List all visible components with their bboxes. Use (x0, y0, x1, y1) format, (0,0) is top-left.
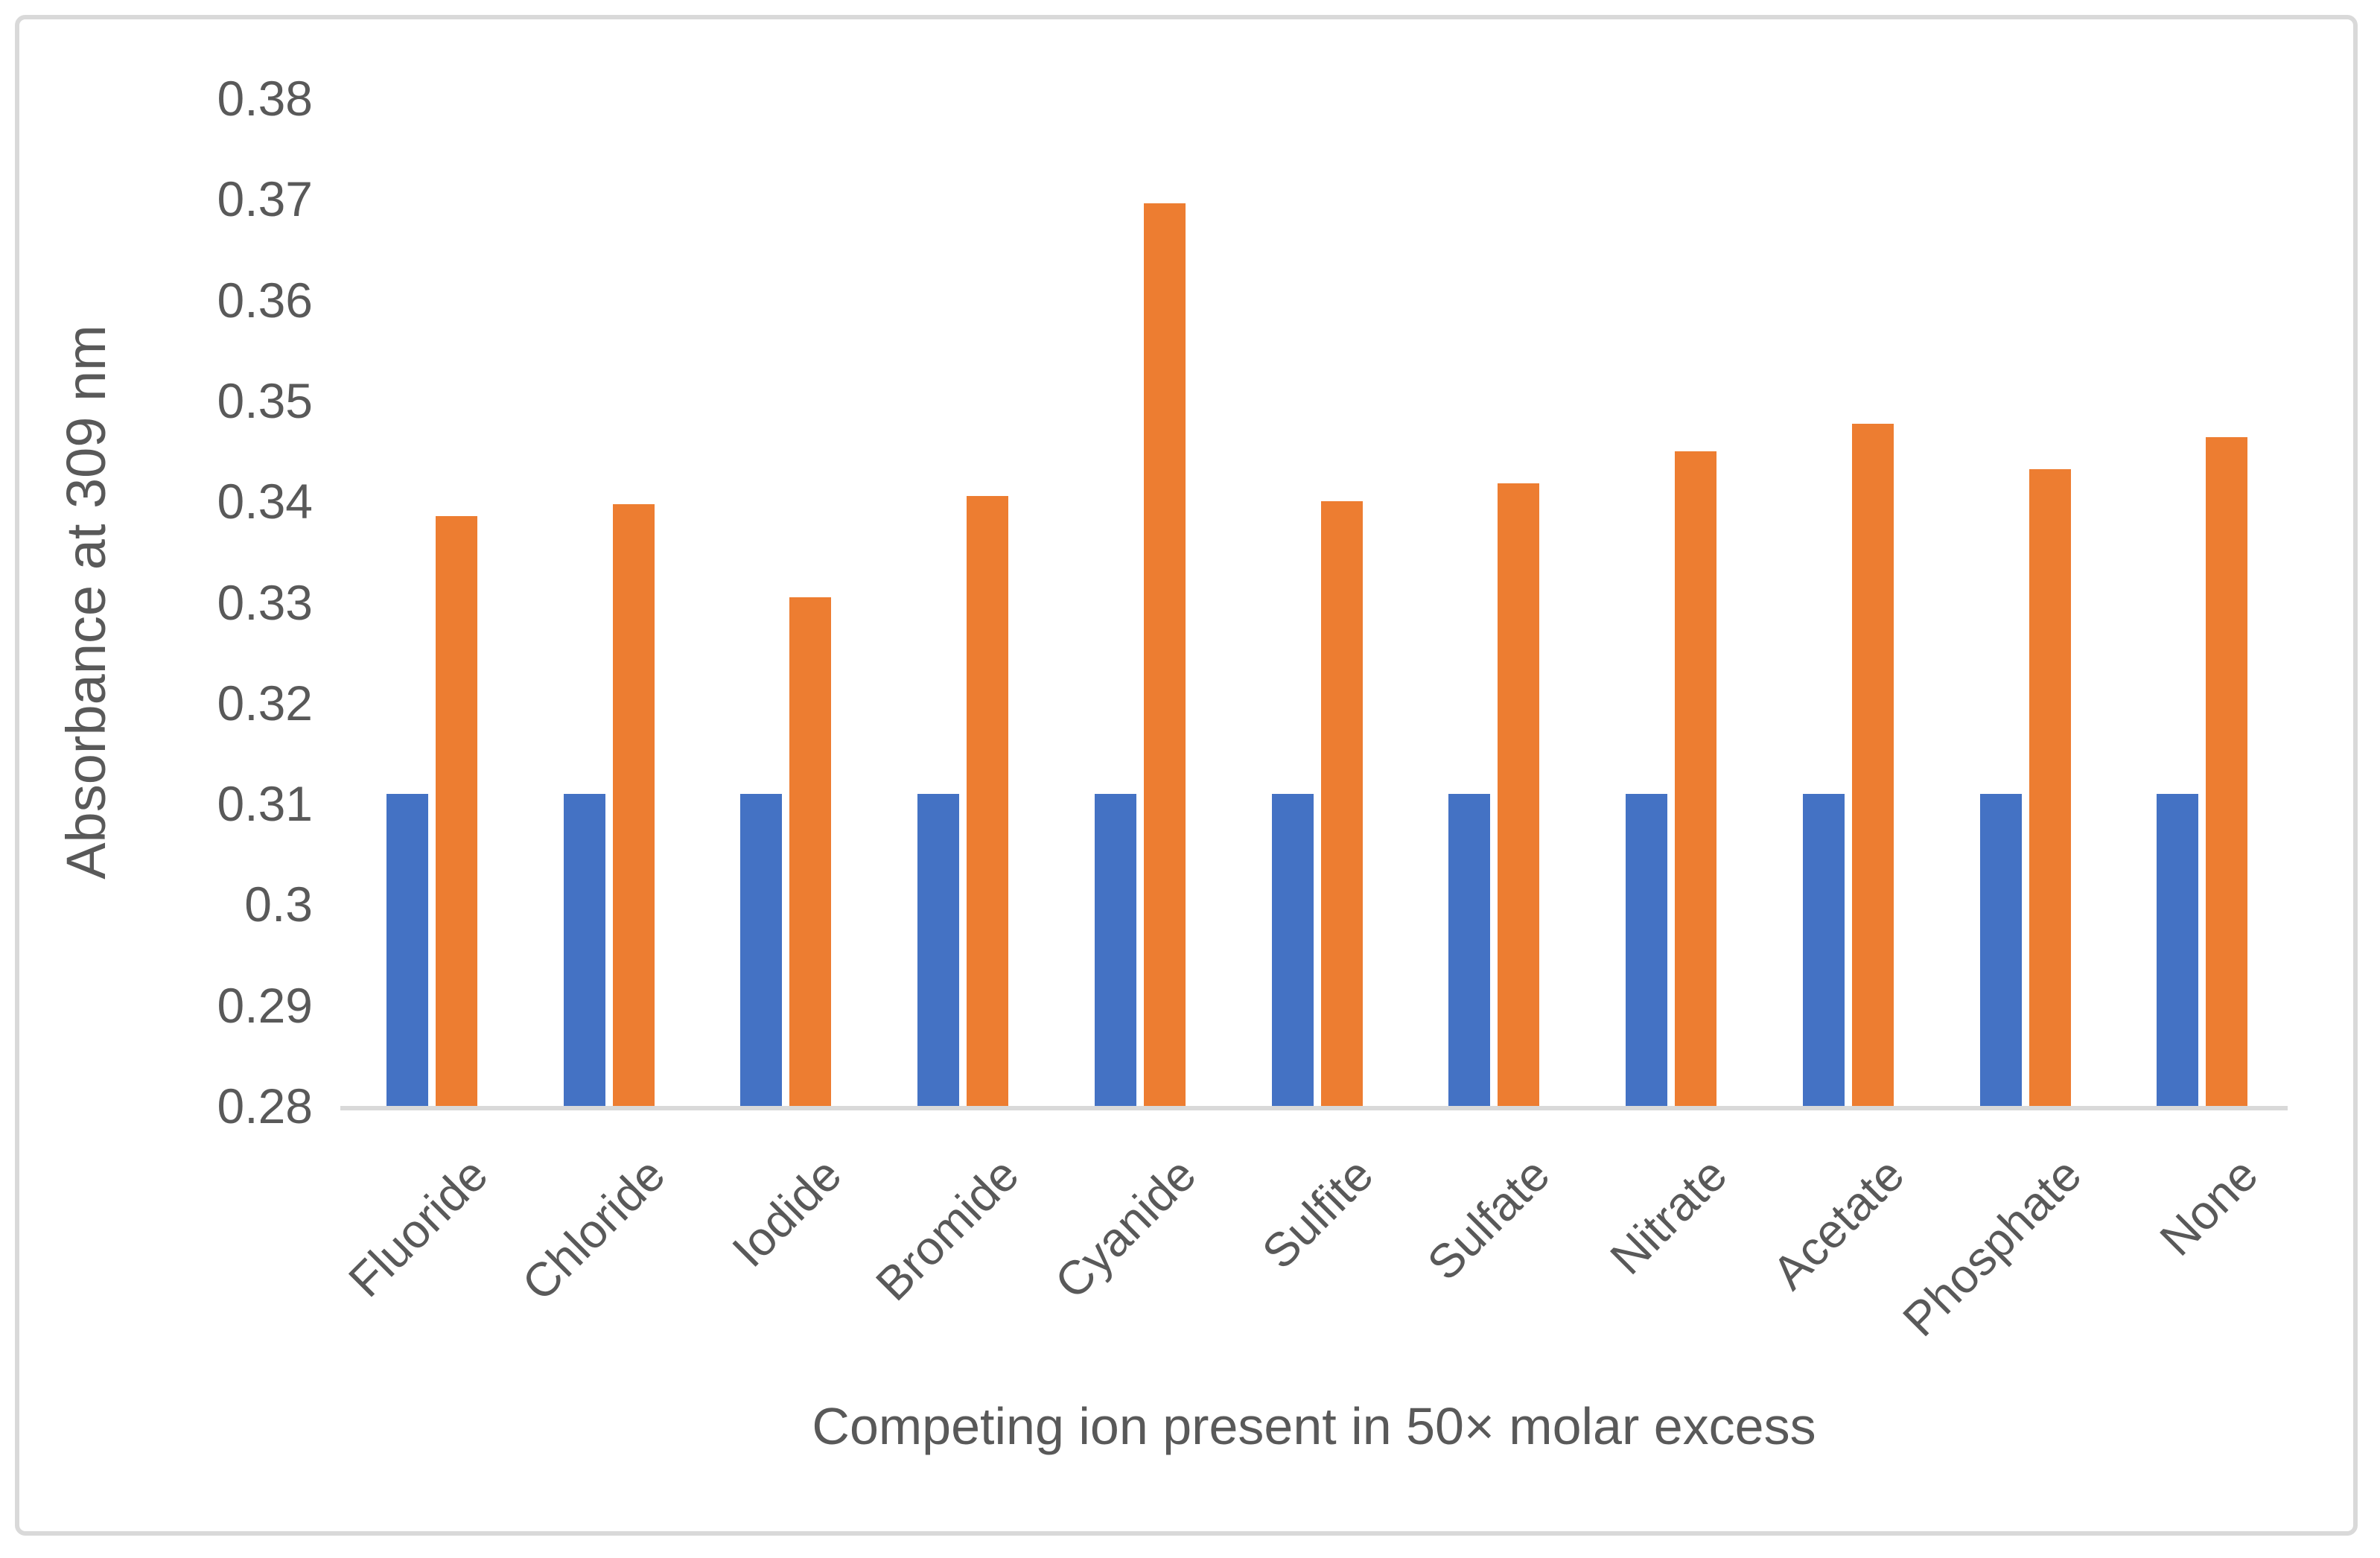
chart-frame (15, 15, 2358, 1536)
bar-orange-iodide (789, 597, 832, 1106)
x-axis-title: Competing ion present in 50× molar exces… (812, 1397, 1816, 1455)
y-tick-label: 0.34 (217, 474, 313, 530)
y-tick-label: 0.3 (244, 877, 313, 932)
bar-orange-acetate (1851, 424, 1894, 1106)
bar-orange-fluoride (436, 516, 477, 1106)
bar-orange-cyanide (1143, 203, 1186, 1106)
bar-blue-iodide (740, 793, 783, 1106)
y-tick-label: 0.29 (217, 977, 313, 1033)
y-tick-label: 0.31 (217, 776, 313, 832)
y-tick-label: 0.37 (217, 171, 313, 227)
y-tick-label: 0.33 (217, 574, 313, 630)
x-axis-line (340, 1106, 2288, 1110)
bar-blue-sulfite (1271, 793, 1314, 1106)
y-tick-label: 0.32 (217, 675, 313, 731)
bar-orange-none (2206, 436, 2248, 1106)
bar-blue-phosphate (1979, 793, 2022, 1106)
y-tick-label: 0.38 (217, 71, 313, 126)
bar-blue-nitrate (1626, 793, 1668, 1106)
bar-blue-chloride (563, 793, 605, 1106)
bar-blue-cyanide (1094, 793, 1136, 1106)
bar-orange-sulfite (1320, 501, 1363, 1106)
bar-orange-nitrate (1675, 451, 1717, 1106)
y-tick-label: 0.36 (217, 272, 313, 328)
bar-orange-bromide (967, 496, 1009, 1106)
y-tick-label: 0.28 (217, 1078, 313, 1133)
bar-orange-sulfate (1498, 483, 1540, 1106)
bar-orange-phosphate (2029, 468, 2071, 1106)
bar-blue-sulfate (1448, 793, 1491, 1106)
y-tick-label: 0.35 (217, 372, 313, 428)
bar-blue-fluoride (386, 793, 428, 1106)
bar-blue-none (2157, 793, 2199, 1106)
bar-blue-bromide (917, 793, 960, 1106)
bar-blue-acetate (1802, 793, 1845, 1106)
bar-orange-chloride (612, 504, 655, 1106)
